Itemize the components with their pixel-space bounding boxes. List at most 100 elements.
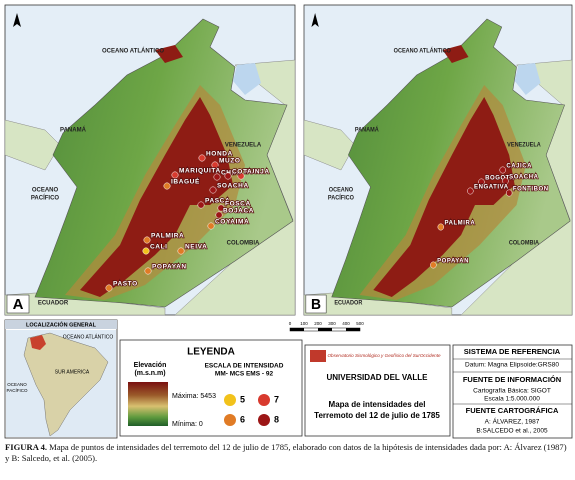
city-label: SOACHA	[509, 174, 538, 181]
city-label: TUNJA	[245, 169, 270, 176]
city-label: HONDA	[206, 151, 233, 158]
region-label: OCEANO ATLÁNTICO	[394, 47, 452, 54]
legend-title: LEYENDA	[187, 347, 235, 358]
intensity-dot	[163, 182, 171, 190]
caption-label: FIGURA 4.	[5, 442, 47, 452]
intensity-title: ESCALA DE INTENSIDAD	[205, 363, 284, 370]
scale-tick-label: 200	[314, 321, 322, 326]
intensity-dot	[209, 186, 217, 194]
reference-base: Cartografía Básica: SIGOT	[473, 388, 551, 395]
south-america	[23, 332, 109, 437]
city-label: IBAGUÉ	[171, 177, 200, 186]
scale-bar-seg	[346, 328, 360, 331]
region-label: VENEZUELA	[225, 143, 262, 149]
region-label: PACÍFICO	[328, 193, 355, 201]
elevation-min: Mínima: 0	[172, 421, 203, 428]
intensity-dot	[502, 177, 509, 185]
panel-letter: B	[311, 296, 321, 313]
intensity-dot	[217, 204, 225, 212]
city-label: COTA	[232, 169, 252, 176]
city-label: BOJACA	[223, 208, 254, 215]
region-label: PANAMÁ	[60, 127, 87, 134]
intensity-swatch	[258, 414, 270, 426]
reference-source-title: FUENTE DE INFORMACIÓN	[463, 375, 561, 384]
intensity-label: 5	[240, 394, 245, 404]
intensity-dot	[105, 284, 113, 292]
region-label: COLOMBIA	[509, 240, 540, 246]
institution-box	[304, 344, 451, 437]
intensity-dot	[478, 178, 485, 186]
observatory: Observatorio Sismológico y Geofísico del…	[327, 353, 441, 358]
intensity-dot	[177, 247, 185, 255]
intensity-swatch	[224, 414, 236, 426]
reference-scale: Escala 1:5.000.000	[484, 396, 540, 403]
elevation-ramp	[128, 382, 168, 426]
reference-source-b: B:SALCEDO et al., 2005	[476, 428, 548, 435]
city-label: POPAYAN	[152, 264, 187, 271]
locator-ocean: OCEANO ATLÁNTICO	[63, 333, 114, 340]
city-label: ENGATIVA	[474, 184, 509, 191]
region-label: VENEZUELA	[507, 142, 541, 148]
scale-tick-label: 0	[289, 321, 292, 326]
intensity-dot	[143, 236, 151, 244]
region-label: OCEANO	[329, 187, 354, 193]
intensity-swatch	[224, 394, 236, 406]
intensity-title: MM- MCS EMS - 92	[215, 371, 274, 378]
intensity-dot	[499, 166, 506, 174]
lake	[514, 63, 541, 95]
city-label: PALMIRA	[444, 220, 475, 227]
scale-tick-label: 100	[300, 321, 308, 326]
intensity-dot	[213, 173, 221, 181]
locator-continent: SUR AMERICA	[55, 369, 90, 375]
north-arrow	[311, 13, 319, 27]
intensity-label: 7	[274, 394, 279, 404]
university: UNIVERSIDAD DEL VALLE	[326, 373, 428, 382]
intensity-dot	[237, 172, 245, 180]
intensity-dot	[198, 154, 206, 162]
intensity-dot	[467, 187, 474, 195]
region-label: PANAMÁ	[355, 126, 380, 133]
city-label: SOACHA	[217, 183, 249, 190]
elevation-max: Máxima: 5453	[172, 393, 216, 400]
scale-tick-label: 400	[342, 321, 350, 326]
intensity-swatch	[258, 394, 270, 406]
caption: FIGURA 4. Mapa de puntos de intensidades…	[5, 442, 567, 452]
city-label: FOSCA	[225, 201, 251, 208]
intensity-dot	[215, 211, 223, 219]
locator-ocean: OCEANO	[7, 382, 27, 387]
locator-ocean: PACÍFICO	[7, 387, 28, 393]
sierra-nevada	[155, 45, 183, 63]
city-label: PALMIRA	[151, 233, 184, 240]
elevation-title: Elevación	[134, 362, 167, 369]
andes-high	[80, 97, 233, 297]
region-label: OCEANO	[32, 188, 59, 194]
region-label: OCEANO ATLÁNTICO	[102, 48, 164, 55]
scale-bar-seg	[290, 328, 304, 331]
reference-system-title: SISTEMA DE REFERENCIA	[464, 347, 561, 356]
sierra-nevada	[442, 45, 469, 63]
intensity-dot	[171, 171, 179, 179]
elevation-title: (m.s.n.m)	[134, 370, 165, 377]
map-title: Mapa de intensidades del	[329, 400, 426, 409]
reference-source-a: A: ÁLVAREZ, 1987	[485, 417, 540, 426]
locator-title: LOCALIZACIÓN GENERAL	[26, 320, 97, 328]
city-label: POPAYAN	[437, 258, 469, 265]
region-label: PACÍFICO	[31, 194, 60, 202]
reference-datum: Datum: Magna Elipsoide:GRS80	[465, 362, 559, 369]
city-label: FONTIBON	[513, 186, 549, 193]
intensity-label: 6	[240, 414, 245, 424]
city-label: CAJICA	[506, 163, 532, 170]
city-label: CALI	[150, 244, 168, 251]
intensity-dot	[437, 223, 444, 231]
intensity-dot	[197, 201, 205, 209]
intensity-dot	[430, 261, 437, 269]
city-label: PASCA	[205, 198, 230, 205]
city-label: MUZO	[219, 158, 241, 165]
caption-text: Mapa de puntos de intensidades del terre…	[47, 442, 567, 452]
scale-tick-label: 300	[328, 321, 336, 326]
reference-box	[452, 344, 573, 439]
scale-tick-label: 500	[356, 321, 364, 326]
city-label: PASTO	[113, 281, 138, 288]
scale-bar-seg	[318, 328, 332, 331]
